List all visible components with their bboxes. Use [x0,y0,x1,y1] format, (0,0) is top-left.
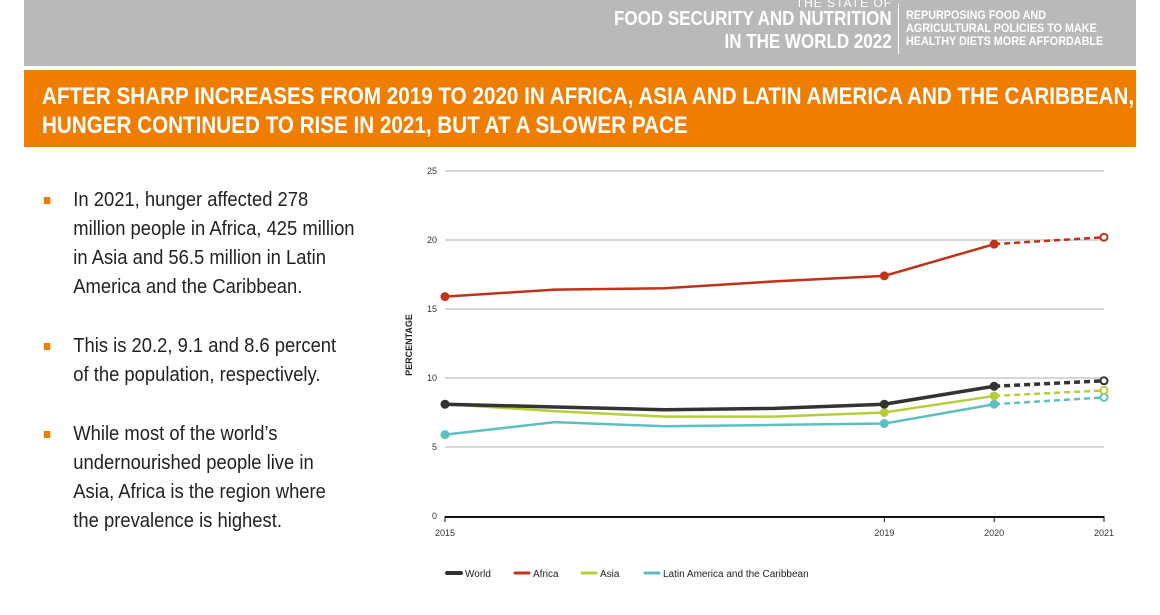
y-axis-label: PERCENTAGE [404,314,414,376]
bullet-item: This is 20.2, 9.1 and 8.6 percent of the… [42,332,355,390]
brand-title-line2: IN THE WORLD 2022 [724,31,892,53]
slide-title-banner: AFTER SHARP INCREASES FROM 2019 TO 2020 … [24,70,1136,147]
header-bar [24,0,1136,66]
bullet-list: In 2021, hunger affected 278 million peo… [42,186,382,566]
legend-label: Asia [600,569,620,580]
data-point-projected [1099,376,1109,386]
data-point [989,239,999,249]
data-point [879,399,889,409]
data-point [989,399,999,409]
data-point [440,292,450,302]
data-point [879,271,889,281]
legend-label: Africa [533,569,559,580]
legend-label: Latin America and the Caribbean [663,569,809,580]
data-point [440,430,450,440]
y-tick-label: 10 [427,373,437,383]
data-point-projected [1099,232,1109,242]
tagline-line: AGRICULTURAL POLICIES TO MAKE [906,21,1097,35]
brand-title-line1: FOOD SECURITY AND NUTRITION [614,8,892,30]
series-projection-line [994,235,1105,246]
bullet-marker-icon [43,343,51,350]
series-projection-line [994,396,1105,406]
slide-title-line: AFTER SHARP INCREASES FROM 2019 TO 2020 … [42,83,1135,110]
header-divider [898,4,899,54]
y-tick-label: 20 [427,235,437,245]
bullet-item: While most of the world’s undernourished… [42,420,355,536]
y-tick-label: 25 [427,166,437,176]
series-projection-line [994,379,1105,389]
tagline-line: HEALTHY DIETS MORE AFFORDABLE [906,34,1104,48]
report-tagline: REPURPOSING FOOD AND AGRICULTURAL POLICI… [906,9,1103,48]
series-line-africa [444,242,995,298]
x-tick-label: 2019 [874,528,894,538]
series-line-asia [444,394,995,418]
tagline-line: REPURPOSING FOOD AND [906,8,1047,22]
series-projection-line [994,389,1105,398]
y-tick-label: 15 [427,304,437,314]
slide-title-line: HUNGER CONTINUED TO RISE IN 2021, BUT AT… [42,112,688,139]
y-tick-label: 5 [432,442,437,452]
slide-title: AFTER SHARP INCREASES FROM 2019 TO 2020 … [42,82,1134,140]
bullet-item: In 2021, hunger affected 278 million peo… [42,186,355,302]
x-tick-label: 2021 [1094,528,1114,538]
legend-label: World [465,569,491,580]
data-point [879,419,889,429]
brand-kicker: THE STATE OF [795,0,892,10]
series-line-latin-america-and-the-caribbean [444,402,995,436]
bullet-text: While most of the world’s undernourished… [73,423,326,532]
bullet-marker-icon [43,431,51,438]
series-line-world [444,384,995,412]
data-point-projected [1099,385,1109,395]
y-tick-label: 0 [432,511,437,521]
report-brand: THE STATE OF FOOD SECURITY AND NUTRITION… [565,0,892,52]
x-tick-label: 2015 [435,528,455,538]
bullet-marker-icon [43,197,51,204]
data-point [440,399,450,409]
bullet-text: In 2021, hunger affected 278 million peo… [73,189,355,298]
data-point [879,408,889,417]
data-point [989,381,999,391]
data-point [989,391,999,401]
x-tick-label: 2020 [984,528,1004,538]
bullet-text: This is 20.2, 9.1 and 8.6 percent of the… [73,335,337,386]
